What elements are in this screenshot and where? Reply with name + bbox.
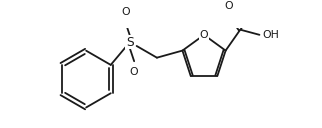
Text: S: S — [126, 36, 134, 49]
Text: O: O — [121, 7, 130, 17]
Text: O: O — [224, 1, 233, 11]
Text: OH: OH — [262, 30, 279, 40]
Text: O: O — [200, 30, 208, 40]
Text: O: O — [130, 67, 138, 77]
